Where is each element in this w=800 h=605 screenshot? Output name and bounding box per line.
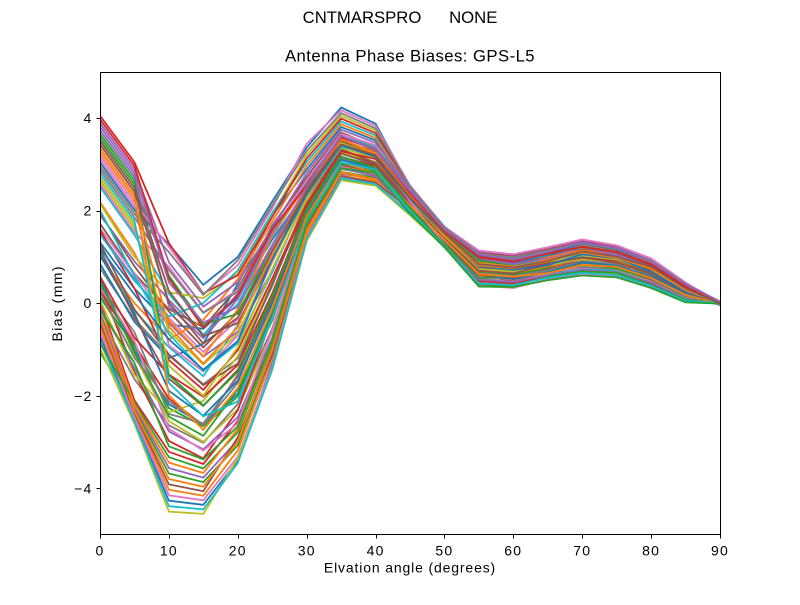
svg-text:−4: −4: [74, 480, 92, 496]
svg-text:60: 60: [504, 543, 522, 559]
svg-text:−2: −2: [74, 388, 92, 404]
svg-text:0: 0: [96, 543, 105, 559]
svg-text:Antenna Phase Biases: GPS-L5: Antenna Phase Biases: GPS-L5: [285, 47, 535, 66]
svg-text:40: 40: [367, 543, 385, 559]
svg-text:2: 2: [84, 203, 93, 219]
svg-text:4: 4: [84, 110, 93, 126]
svg-text:0: 0: [84, 295, 93, 311]
svg-text:80: 80: [642, 543, 660, 559]
svg-text:Bias (mm): Bias (mm): [49, 265, 65, 341]
svg-text:30: 30: [298, 543, 316, 559]
svg-text:50: 50: [435, 543, 453, 559]
svg-text:20: 20: [229, 543, 247, 559]
svg-text:10: 10: [160, 543, 178, 559]
svg-text:70: 70: [573, 543, 591, 559]
svg-text:90: 90: [711, 543, 729, 559]
svg-text:Elvation angle (degrees): Elvation angle (degrees): [324, 560, 496, 576]
svg-text:CNTMARSPRO NONE: CNTMARSPRO NONE: [303, 8, 498, 27]
